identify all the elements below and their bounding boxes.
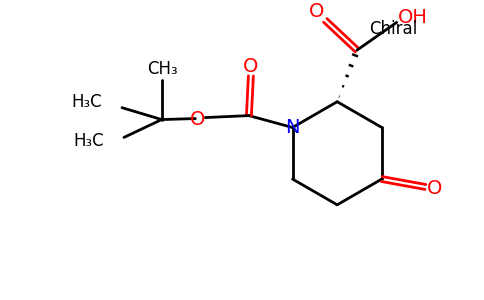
Text: O: O <box>243 56 258 76</box>
Text: OH: OH <box>397 8 427 27</box>
Text: O: O <box>309 2 324 21</box>
Text: H₃C: H₃C <box>74 132 104 150</box>
Text: CH₃: CH₃ <box>147 60 178 78</box>
Text: N: N <box>285 118 300 137</box>
Text: Chiral: Chiral <box>370 20 418 38</box>
Text: O: O <box>190 110 205 129</box>
Text: H₃C: H₃C <box>72 93 102 111</box>
Text: O: O <box>427 179 442 199</box>
